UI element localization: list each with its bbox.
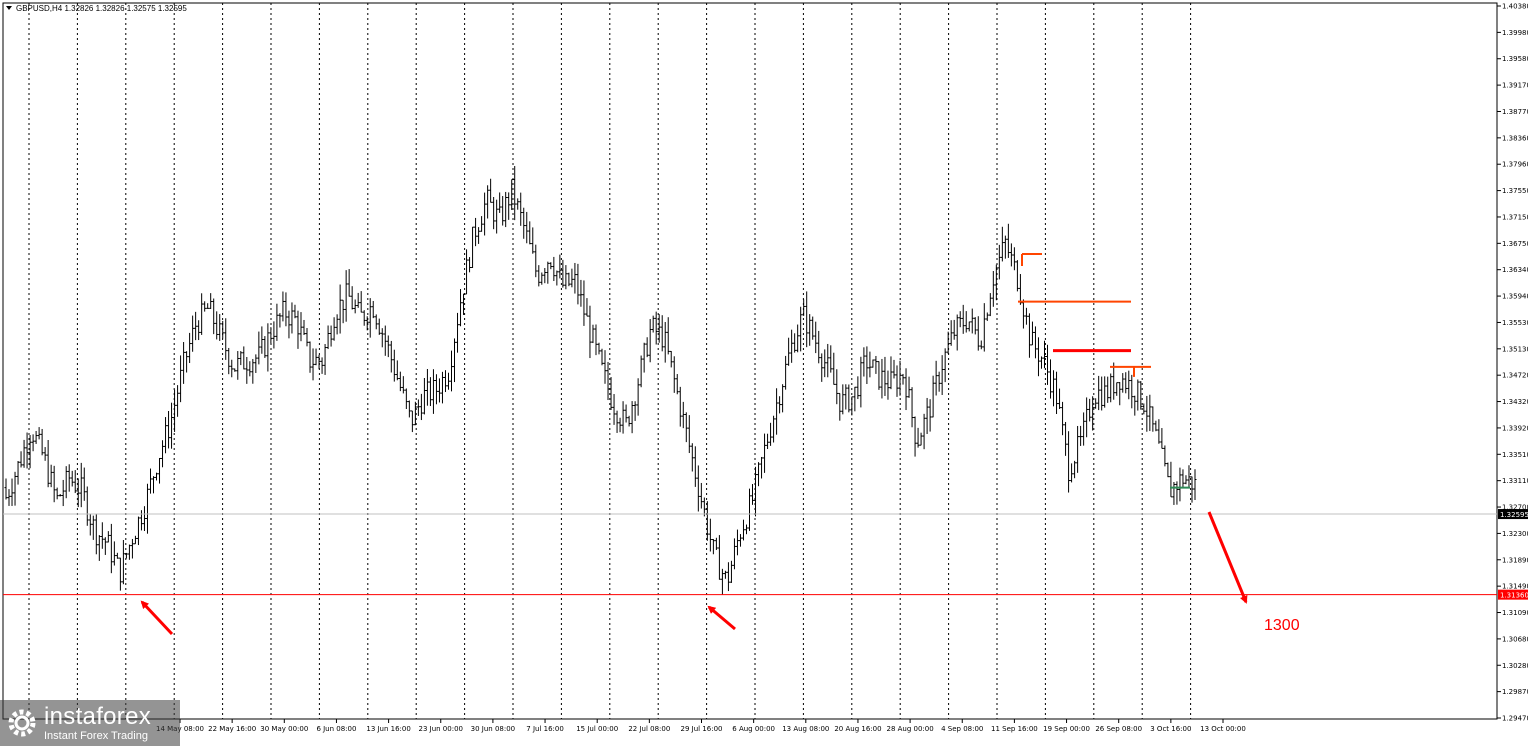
y-tick-label: 1.39980 [1502, 29, 1528, 37]
y-tick-label: 1.38360 [1502, 134, 1528, 142]
x-tick-label: 14 May 08:00 [156, 725, 204, 733]
gear-icon [8, 709, 36, 737]
x-tick-label: 13 Oct 00:00 [1200, 725, 1246, 733]
x-tick-label: 30 May 00:00 [260, 725, 308, 733]
down-arrow-icon [1207, 511, 1248, 604]
y-tick-label: 1.35940 [1502, 293, 1528, 301]
x-tick-label: 7 Jul 16:00 [526, 725, 564, 733]
current-price-tag [1498, 509, 1528, 520]
brand-name: instaforex [44, 703, 152, 730]
target-annotation: 1300 [1264, 617, 1300, 634]
y-tick-label: 1.31490 [1502, 583, 1528, 591]
y-tick-label: 1.39170 [1502, 82, 1528, 90]
y-tick-label: 1.30680 [1502, 635, 1528, 643]
x-tick-label: 30 Jun 08:00 [471, 725, 515, 733]
x-tick-label: 19 Sep 00:00 [1043, 725, 1090, 733]
brand-tagline: Instant Forex Trading [44, 730, 148, 742]
y-tick-label: 1.31090 [1502, 609, 1528, 617]
x-tick-label: 6 Aug 00:00 [732, 725, 775, 733]
y-tick-label: 1.34720 [1502, 372, 1528, 380]
y-tick-label: 1.38770 [1502, 108, 1528, 116]
x-tick-label: 15 Jul 00:00 [576, 725, 618, 733]
x-tick-label: 13 Jun 16:00 [366, 725, 410, 733]
x-tick-label: 4 Sep 08:00 [941, 725, 983, 733]
x-tick-label: 22 May 16:00 [208, 725, 256, 733]
instaforex-logo: instaforex Instant Forex Trading [0, 700, 180, 746]
up-arrow-icon [140, 600, 174, 636]
support-price-tag [1498, 589, 1528, 600]
y-tick-label: 1.29470 [1502, 715, 1528, 723]
y-tick-label: 1.35130 [1502, 345, 1528, 353]
y-tick-label: 1.36340 [1502, 266, 1528, 274]
x-tick-label: 22 Jul 08:00 [628, 725, 670, 733]
x-tick-label: 29 Jul 16:00 [681, 725, 723, 733]
y-tick-label: 1.31890 [1502, 556, 1528, 564]
y-tick-label: 1.33510 [1502, 451, 1528, 459]
x-tick-label: 3 Oct 16:00 [1150, 725, 1191, 733]
y-tick-label: 1.34320 [1502, 398, 1528, 406]
y-tick-label: 1.32700 [1502, 504, 1528, 512]
x-tick-label: 11 Sep 16:00 [991, 725, 1038, 733]
y-tick-label: 1.35530 [1502, 319, 1528, 327]
y-tick-label: 1.30280 [1502, 662, 1528, 670]
y-tick-label: 1.33920 [1502, 424, 1528, 432]
chart-title: GBPUSD,H4 1.32826 1.32826 1.32575 1.3259… [16, 4, 187, 13]
y-tick-label: 1.37550 [1502, 187, 1528, 195]
x-tick-label: 13 Aug 08:00 [782, 725, 829, 733]
x-tick-label: 6 Jun 08:00 [316, 725, 356, 733]
current-price-label: 1.32595 [1500, 511, 1528, 519]
x-tick-label: 26 Sep 08:00 [1095, 725, 1142, 733]
x-tick-label: 20 Aug 16:00 [834, 725, 881, 733]
y-tick-label: 1.33110 [1502, 477, 1528, 485]
y-tick-label: 1.36750 [1502, 240, 1528, 248]
chart-menu-icon [6, 6, 12, 10]
y-tick-label: 1.39580 [1502, 55, 1528, 63]
candles-group [4, 166, 1197, 595]
up-arrow-icon [707, 605, 736, 631]
y-tick-label: 1.29870 [1502, 688, 1528, 696]
x-tick-label: 23 Jun 00:00 [419, 725, 463, 733]
y-tick-label: 1.37960 [1502, 161, 1528, 169]
plot-frame [2, 2, 1498, 720]
y-tick-label: 1.32300 [1502, 530, 1528, 538]
support-price-label: 1.31360 [1500, 592, 1528, 600]
y-tick-label: 1.37150 [1502, 213, 1528, 221]
x-tick-label: 28 Aug 00:00 [886, 725, 933, 733]
y-tick-label: 1.40380 [1502, 3, 1528, 11]
